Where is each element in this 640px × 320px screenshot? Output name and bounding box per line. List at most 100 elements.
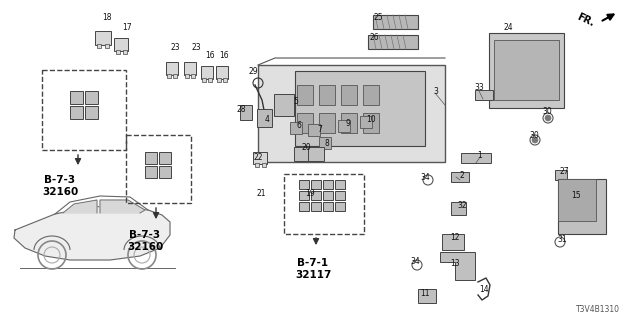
Bar (216, 66, 228, 78)
Circle shape (532, 137, 538, 143)
Bar (493, 40, 559, 100)
Bar (323, 180, 333, 188)
Bar (295, 70, 425, 146)
Bar (451, 202, 465, 214)
Bar (558, 179, 596, 221)
Bar (274, 94, 294, 116)
Bar (262, 163, 266, 167)
Text: 14: 14 (479, 285, 489, 294)
Bar (70, 91, 83, 104)
Bar (284, 174, 364, 234)
Text: 2: 2 (460, 171, 465, 180)
Bar (451, 172, 469, 182)
Bar (191, 74, 195, 77)
Bar (184, 61, 196, 75)
Bar (95, 31, 111, 45)
Bar (341, 85, 357, 105)
Bar (311, 202, 321, 211)
Text: B-7-3
32160: B-7-3 32160 (42, 175, 78, 196)
Bar (297, 85, 313, 105)
Bar (360, 116, 372, 128)
Text: 27: 27 (559, 166, 569, 175)
Text: 23: 23 (191, 44, 201, 52)
Bar (70, 106, 83, 119)
Text: 28: 28 (236, 106, 246, 115)
Text: 13: 13 (450, 259, 460, 268)
Bar (299, 202, 309, 211)
Text: 4: 4 (264, 116, 269, 124)
Bar (97, 44, 101, 48)
Bar (290, 122, 302, 134)
Bar (299, 190, 309, 199)
Bar (217, 77, 221, 82)
Bar (299, 180, 309, 188)
Bar (558, 179, 606, 234)
Bar (363, 85, 379, 105)
Bar (173, 74, 177, 77)
Bar (372, 15, 417, 29)
Text: 10: 10 (366, 116, 376, 124)
Polygon shape (63, 200, 97, 213)
Bar (159, 166, 171, 178)
Bar (85, 106, 98, 119)
Bar (461, 153, 491, 163)
Bar (115, 50, 120, 53)
Bar (363, 113, 379, 133)
Bar (257, 109, 271, 127)
Bar (166, 61, 178, 75)
Bar (308, 124, 320, 136)
Text: 33: 33 (474, 84, 484, 92)
Text: 32: 32 (457, 201, 467, 210)
Bar (308, 147, 324, 161)
Text: 34: 34 (410, 258, 420, 267)
Bar (167, 74, 171, 77)
Text: 34: 34 (420, 172, 430, 181)
Bar (311, 180, 321, 188)
Bar (323, 190, 333, 199)
Text: 16: 16 (205, 51, 215, 60)
Bar (145, 166, 157, 178)
Text: 11: 11 (420, 290, 429, 299)
Text: 7: 7 (317, 125, 323, 134)
Bar (335, 190, 345, 199)
Text: 20: 20 (301, 143, 311, 153)
Bar (126, 135, 191, 203)
Text: 24: 24 (503, 23, 513, 33)
Text: 18: 18 (102, 13, 112, 22)
Text: 12: 12 (451, 234, 460, 243)
Text: 19: 19 (305, 189, 315, 198)
Bar (159, 152, 171, 164)
Text: 1: 1 (477, 150, 483, 159)
Bar (202, 77, 206, 82)
Bar (442, 234, 464, 250)
Text: T3V4B1310: T3V4B1310 (576, 305, 620, 314)
Bar (311, 190, 321, 199)
Bar (338, 120, 350, 132)
Text: FR.: FR. (575, 12, 596, 28)
Bar (114, 37, 128, 51)
Bar (105, 44, 109, 48)
Text: 30: 30 (542, 108, 552, 116)
Bar (319, 113, 335, 133)
Bar (418, 289, 436, 303)
Text: 23: 23 (170, 44, 180, 52)
Text: 26: 26 (369, 33, 379, 42)
Text: 8: 8 (324, 139, 330, 148)
Bar (475, 90, 493, 100)
Text: 30: 30 (529, 132, 539, 140)
Text: 16: 16 (219, 51, 229, 60)
Bar (201, 66, 213, 78)
Text: 6: 6 (296, 122, 301, 131)
Polygon shape (100, 200, 145, 213)
Bar (223, 77, 227, 82)
Bar (85, 91, 98, 104)
Bar (253, 152, 267, 164)
Text: 25: 25 (373, 12, 383, 21)
Polygon shape (14, 206, 170, 260)
Bar (255, 163, 259, 167)
Bar (319, 137, 331, 149)
Bar (335, 180, 345, 188)
Bar (208, 77, 212, 82)
Text: B-7-3
32160: B-7-3 32160 (127, 230, 163, 252)
Bar (323, 202, 333, 211)
